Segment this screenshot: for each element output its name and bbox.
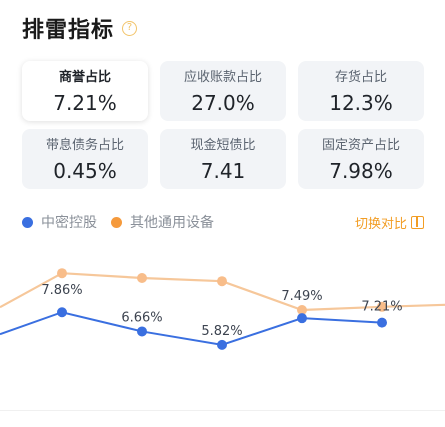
metric-label: 现金短债比 [190, 138, 256, 153]
metric-label: 存货占比 [334, 70, 387, 85]
legend-dot [22, 216, 33, 228]
trend-chart: 7.86% 6.66% 5.82% 7.49% 7.21% [0, 268, 445, 350]
data-point-company-1 [137, 326, 147, 337]
metric-value: 27.0% [191, 91, 255, 115]
divider [0, 410, 445, 411]
metric-label: 固定资产占比 [321, 138, 400, 153]
data-label-company-3: 7.49% [281, 289, 322, 304]
metric-label: 商誉占比 [58, 70, 111, 85]
legend-label: 其他通用设备 [130, 215, 214, 231]
data-label-company-2: 5.82% [201, 324, 242, 339]
metric-value: 12.3% [329, 91, 393, 115]
data-point-industry-1 [137, 273, 147, 283]
metric-card-inventory[interactable]: 存货占比 12.3% [298, 61, 424, 121]
switch-icon [411, 215, 424, 229]
question-icon[interactable]: ? [122, 20, 138, 36]
series-line-company [0, 311, 383, 346]
data-label-company-4: 7.21% [361, 300, 402, 315]
data-point-industry-4 [377, 301, 387, 312]
metric-label: 带息债务占比 [45, 138, 124, 153]
metric-grid: 商誉占比 7.21% 应收账款占比 27.0% 存货占比 12.3% 带息债务占… [22, 61, 424, 189]
data-point-industry-2 [217, 276, 227, 287]
metric-card-goodwill[interactable]: 商誉占比 7.21% [22, 61, 148, 121]
metric-card-interest-debt[interactable]: 带息债务占比 0.45% [22, 129, 148, 189]
metric-value: 0.45% [53, 159, 117, 183]
metric-value: 7.98% [329, 159, 393, 183]
page-title: 排雷指标 [22, 18, 115, 43]
metric-card-fixed-assets[interactable]: 固定资产占比 7.98% [298, 129, 424, 189]
data-point-company-4 [377, 317, 387, 328]
metric-value: 7.21% [53, 91, 117, 115]
legend-item-industry: 其他通用设备 [111, 212, 214, 232]
metric-card-receivables[interactable]: 应收账款占比 27.0% [160, 61, 286, 121]
section-header: 排雷指标 ? [22, 12, 138, 44]
data-point-company-2 [217, 339, 227, 350]
data-point-industry-3 [297, 305, 307, 315]
data-label-company-0: 7.86% [41, 283, 82, 298]
switch-compare-button[interactable]: 切换对比 [355, 213, 424, 232]
legend-dot [111, 216, 122, 228]
metric-card-cash-short-debt[interactable]: 现金短债比 7.41 [160, 129, 286, 189]
chart-legend: 中密控股 其他通用设备 切换对比 [22, 210, 424, 234]
legend-item-company: 中密控股 [22, 212, 97, 232]
data-point-industry-0 [57, 268, 67, 279]
switch-compare-label: 切换对比 [354, 216, 407, 232]
metric-value: 7.41 [200, 159, 246, 183]
metric-label: 应收账款占比 [183, 70, 262, 85]
data-point-company-3 [297, 313, 307, 324]
data-label-company-1: 6.66% [121, 310, 162, 325]
data-point-company-0 [57, 307, 67, 318]
legend-label: 中密控股 [41, 215, 97, 231]
